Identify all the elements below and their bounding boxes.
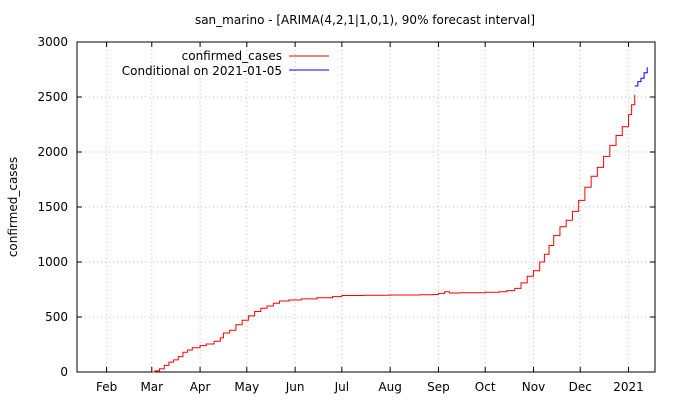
y-tick-label: 500 <box>45 310 68 324</box>
x-tick-label: Nov <box>522 380 545 394</box>
series-line-0 <box>151 94 636 373</box>
x-tick-label: Dec <box>569 380 592 394</box>
chart-title: san_marino - [ARIMA(4,2,1|1,0,1), 90% fo… <box>195 13 535 27</box>
x-tick-label: Mar <box>140 380 163 394</box>
x-tick-label: Feb <box>96 380 117 394</box>
x-tick-label: Aug <box>378 380 401 394</box>
legend-label-conditional: Conditional on 2021-01-05 <box>122 64 282 78</box>
x-tick-label: Jul <box>334 380 349 394</box>
series-line-1 <box>634 67 648 87</box>
y-tick-label: 2500 <box>37 90 68 104</box>
y-tick-label: 3000 <box>37 35 68 49</box>
grid <box>77 42 655 372</box>
x-tick-label: May <box>234 380 259 394</box>
x-tick-label: Apr <box>190 380 211 394</box>
x-tick-label: Jun <box>285 380 305 394</box>
axis-ticks: 0 500 1000 1500 2000 2500 3000 Feb Mar Apr May Jun J… <box>37 35 655 394</box>
legend: confirmed_cases Conditional on 2021-01-0… <box>122 49 329 78</box>
y-tick-label: 1000 <box>37 255 68 269</box>
y-tick-label: 1500 <box>37 200 68 214</box>
series-layer <box>151 67 648 373</box>
x-tick-label: Oct <box>475 380 496 394</box>
y-tick-label: 0 <box>60 365 68 379</box>
legend-label-confirmed-cases: confirmed_cases <box>182 49 282 63</box>
y-tick-label: 2000 <box>37 145 68 159</box>
y-axis-label: confirmed_cases <box>6 157 20 257</box>
x-tick-label: 2021 <box>613 380 644 394</box>
x-tick-label: Sep <box>427 380 450 394</box>
